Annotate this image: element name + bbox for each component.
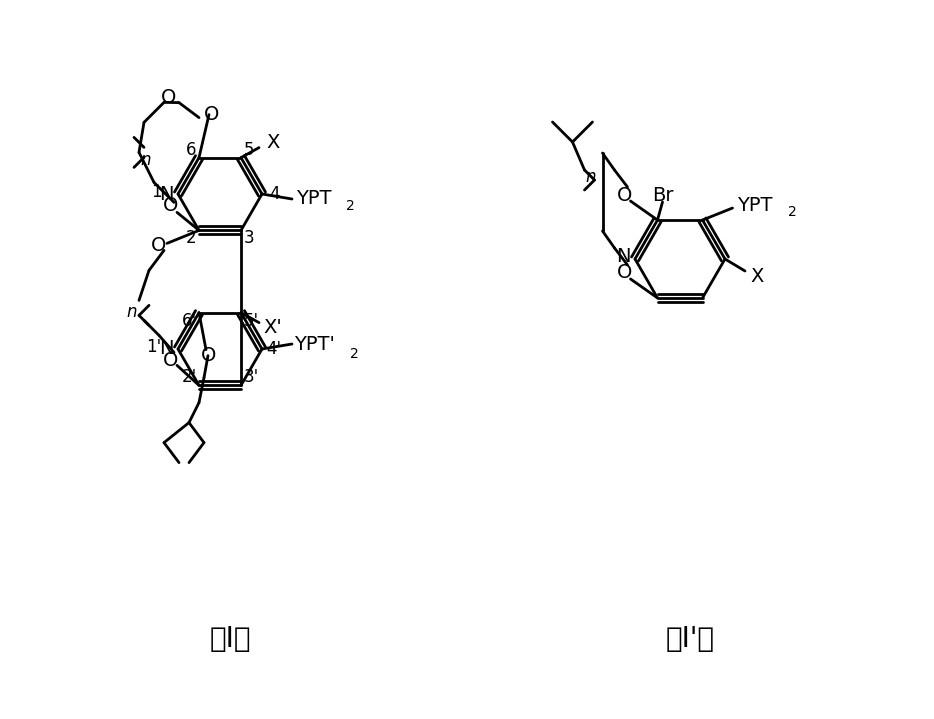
Text: YPT: YPT (737, 196, 772, 214)
Text: 4': 4' (266, 340, 281, 358)
Text: n: n (127, 303, 137, 321)
Text: 2: 2 (186, 229, 196, 247)
Text: X: X (266, 133, 279, 152)
Text: 5: 5 (244, 141, 254, 159)
Text: 2: 2 (788, 205, 797, 219)
Text: 3': 3' (244, 368, 259, 386)
Text: O: O (163, 196, 178, 215)
Text: 2': 2' (181, 368, 197, 386)
Text: 4: 4 (269, 185, 279, 203)
Text: X: X (750, 267, 764, 286)
Text: （Ⅰ）: （Ⅰ） (209, 625, 250, 653)
Text: O: O (163, 351, 178, 370)
Text: O: O (202, 346, 217, 365)
Text: Br: Br (652, 186, 673, 204)
Text: O: O (616, 263, 632, 283)
Text: 3: 3 (244, 229, 254, 247)
Text: 2: 2 (349, 347, 359, 361)
Text: O: O (205, 105, 219, 124)
Text: YPT: YPT (296, 190, 332, 209)
Text: N: N (616, 247, 630, 265)
Text: n: n (586, 168, 596, 186)
Text: N: N (159, 339, 173, 359)
Text: YPT': YPT' (293, 334, 334, 354)
Text: N: N (159, 185, 173, 203)
Text: 1: 1 (150, 183, 162, 201)
Text: n: n (141, 152, 151, 170)
Text: 2: 2 (346, 199, 354, 213)
Text: X': X' (263, 318, 282, 337)
Text: O: O (151, 236, 166, 255)
Text: O: O (616, 186, 632, 204)
Text: 5': 5' (244, 311, 259, 329)
Text: 1': 1' (147, 338, 162, 356)
Text: 6': 6' (181, 311, 196, 329)
Text: （Ⅰ'）: （Ⅰ'） (666, 625, 715, 653)
Text: 6: 6 (186, 141, 196, 159)
Text: O: O (162, 88, 177, 107)
